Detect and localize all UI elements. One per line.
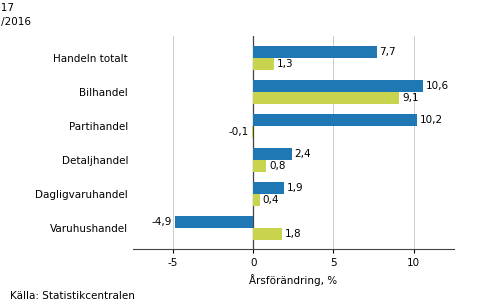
Text: 2,4: 2,4 — [295, 149, 311, 159]
Text: 10,6: 10,6 — [426, 81, 449, 91]
X-axis label: Årsförändring, %: Årsförändring, % — [249, 274, 337, 286]
Bar — [253, 160, 266, 172]
Bar — [253, 46, 377, 58]
Text: 10,2: 10,2 — [420, 115, 443, 125]
Bar — [253, 182, 284, 194]
Bar — [253, 80, 423, 92]
Text: -4,9: -4,9 — [151, 217, 172, 227]
Text: -0,1: -0,1 — [229, 127, 249, 137]
Bar — [253, 114, 417, 126]
Text: 1,9: 1,9 — [286, 183, 303, 193]
Bar — [253, 148, 292, 160]
Text: Källa: Statistikcentralen: Källa: Statistikcentralen — [10, 291, 135, 301]
Text: 0,4: 0,4 — [263, 195, 279, 205]
Bar — [175, 216, 253, 228]
Bar — [251, 126, 253, 138]
Legend: 01/2017, 01-12/2016: 01/2017, 01-12/2016 — [0, 3, 31, 26]
Text: 7,7: 7,7 — [380, 47, 396, 57]
Text: 9,1: 9,1 — [402, 93, 419, 103]
Text: 0,8: 0,8 — [269, 161, 285, 171]
Bar — [253, 194, 260, 206]
Bar — [253, 228, 282, 240]
Bar — [253, 58, 274, 70]
Text: 1,8: 1,8 — [285, 229, 302, 239]
Text: 1,3: 1,3 — [277, 59, 294, 69]
Bar — [253, 92, 399, 104]
